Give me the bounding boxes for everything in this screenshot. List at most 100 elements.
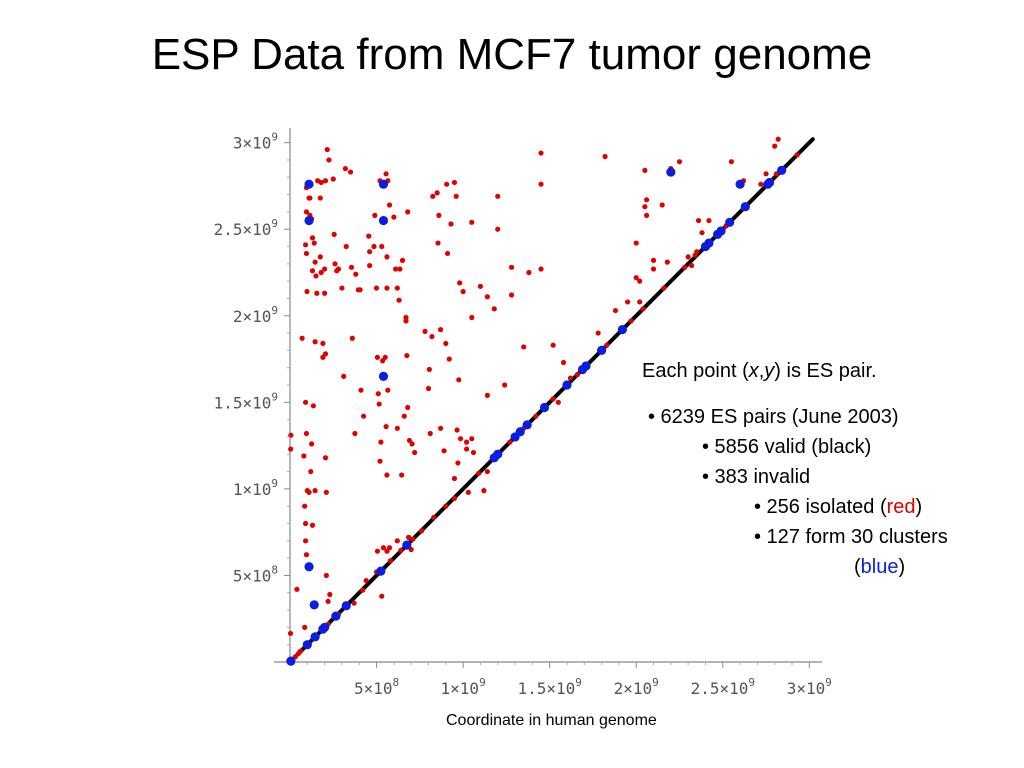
isolated-point — [550, 396, 556, 402]
isolated-point — [477, 283, 484, 289]
clusters-color-word: blue — [860, 556, 899, 578]
isolated-point — [380, 545, 387, 551]
isolated-point — [324, 146, 330, 153]
isolated-point — [313, 273, 319, 279]
isolated-point — [794, 152, 800, 158]
cluster-point — [331, 611, 341, 621]
isolated-point — [343, 243, 349, 250]
isolated-point — [376, 401, 382, 407]
isolated-point — [633, 275, 639, 281]
isolated-point — [438, 327, 444, 333]
isolated-point — [379, 593, 385, 599]
isolated-point — [303, 209, 310, 215]
isolated-point — [628, 318, 634, 324]
isolated-point — [391, 214, 397, 220]
isolated-point — [574, 372, 580, 378]
isolated-point — [470, 449, 477, 456]
isolated-point — [312, 259, 318, 265]
isolated-point — [699, 230, 705, 236]
bullet-invalid: • 383 invalid — [702, 466, 811, 488]
isolated-point — [507, 439, 513, 445]
cluster-point — [310, 632, 320, 642]
isolated-point — [495, 193, 501, 199]
isolated-point — [453, 193, 459, 199]
isolated-point — [508, 292, 515, 298]
isolated-point — [302, 399, 309, 405]
bullet-valid: • 5856 valid (black) — [702, 436, 872, 458]
cluster-point — [304, 179, 314, 189]
isolated-point — [441, 448, 447, 454]
heading-comma: , — [758, 360, 765, 382]
cluster-point — [304, 562, 314, 572]
isolated-point — [455, 460, 461, 466]
cluster-point — [378, 179, 389, 189]
isolated-point — [394, 285, 400, 291]
isolated-point — [308, 468, 314, 475]
isolated-point — [502, 382, 508, 388]
y-tick-label: 2.5×109 — [214, 217, 278, 239]
isolated-point — [335, 266, 342, 272]
isolated-point — [311, 240, 317, 246]
isolated-point — [386, 202, 393, 208]
cluster-point — [286, 656, 296, 666]
isolated-color-word: red — [886, 496, 916, 518]
isolated-point — [322, 351, 329, 357]
isolated-point — [526, 269, 532, 276]
isolated-point — [469, 314, 475, 321]
isolated-point — [323, 572, 329, 579]
isolated-point — [758, 181, 764, 187]
isolated-text: • 256 isolated ( — [754, 496, 887, 518]
isolated-point — [347, 169, 354, 175]
isolated-point — [317, 195, 323, 201]
isolated-point — [325, 598, 331, 605]
cluster-point — [378, 371, 389, 381]
isolated-point — [650, 257, 657, 263]
cluster-point — [304, 215, 314, 226]
bullet-clusters-color: (blue) — [642, 552, 948, 582]
isolated-point — [318, 269, 324, 276]
isolated-point — [495, 226, 501, 232]
x-tick-label: 5×108 — [354, 676, 399, 698]
isolated-point — [322, 455, 329, 461]
isolated-point — [567, 375, 574, 381]
cluster-point — [716, 226, 726, 236]
isolated-point — [457, 436, 464, 442]
isolated-point — [287, 630, 294, 637]
isolated-point — [366, 233, 372, 239]
isolated-point — [310, 403, 316, 409]
isolated-point — [322, 290, 328, 296]
y-tick-label: 1×109 — [233, 477, 278, 499]
isolated-point — [491, 306, 497, 312]
isolated-point — [349, 335, 355, 341]
cluster-point — [597, 345, 607, 355]
cluster-point — [617, 325, 627, 335]
isolated-point — [394, 425, 400, 431]
isolated-point — [446, 356, 452, 362]
clusters-color-close: ) — [898, 556, 906, 578]
isolated-point — [425, 385, 432, 392]
isolated-point — [661, 285, 667, 291]
isolated-point — [387, 558, 394, 564]
isolated-point — [538, 150, 544, 156]
axes — [274, 128, 822, 663]
isolated-point — [644, 197, 650, 203]
isolated-point — [533, 413, 539, 419]
isolated-point — [633, 240, 639, 246]
isolated-point — [463, 439, 470, 445]
isolated-point — [476, 470, 482, 476]
isolated-text-end: ) — [915, 496, 923, 518]
heading-x-var: x — [748, 360, 759, 382]
isolated-point — [341, 373, 347, 379]
isolated-point — [451, 495, 458, 502]
isolated-point — [360, 587, 366, 593]
cluster-point — [777, 165, 787, 175]
isolated-point — [302, 503, 308, 509]
isolated-point — [659, 202, 665, 208]
isolated-point — [393, 266, 399, 272]
isolated-point — [385, 387, 391, 393]
isolated-point — [538, 181, 544, 187]
isolated-point — [363, 578, 369, 584]
isolated-point — [384, 285, 390, 291]
isolated-point — [560, 359, 567, 366]
